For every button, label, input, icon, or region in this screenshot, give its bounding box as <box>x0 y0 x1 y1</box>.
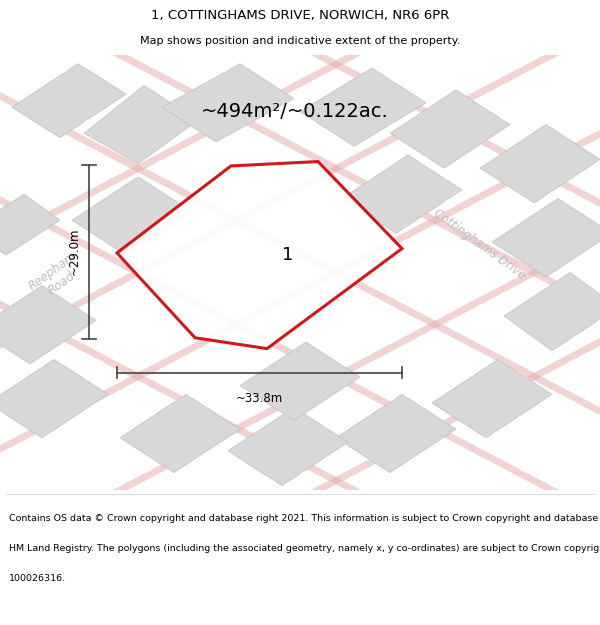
Polygon shape <box>228 408 348 486</box>
Polygon shape <box>12 64 126 138</box>
Polygon shape <box>300 68 426 146</box>
Polygon shape <box>84 86 198 164</box>
Text: Contains OS data © Crown copyright and database right 2021. This information is : Contains OS data © Crown copyright and d… <box>9 514 600 523</box>
Text: 1: 1 <box>283 246 293 264</box>
Polygon shape <box>342 155 462 233</box>
Text: ~29.0m: ~29.0m <box>67 228 80 276</box>
Polygon shape <box>504 272 600 351</box>
Polygon shape <box>492 199 600 277</box>
Polygon shape <box>117 162 402 349</box>
Polygon shape <box>162 64 294 142</box>
Polygon shape <box>480 124 600 203</box>
Text: ~33.8m: ~33.8m <box>236 392 283 405</box>
Polygon shape <box>240 342 360 421</box>
Polygon shape <box>336 394 456 472</box>
Polygon shape <box>432 359 552 438</box>
Text: 1, COTTINGHAMS DRIVE, NORWICH, NR6 6PR: 1, COTTINGHAMS DRIVE, NORWICH, NR6 6PR <box>151 9 449 22</box>
Text: Reepham
Road: Reepham Road <box>26 249 88 305</box>
Polygon shape <box>0 194 60 255</box>
Polygon shape <box>0 286 96 364</box>
Text: 100026316.: 100026316. <box>9 574 66 582</box>
Polygon shape <box>390 90 510 168</box>
Polygon shape <box>0 359 108 438</box>
Text: ~494m²/~0.122ac.: ~494m²/~0.122ac. <box>201 102 389 121</box>
Polygon shape <box>120 394 240 472</box>
Polygon shape <box>72 177 192 255</box>
Text: Cottinghams Drive: Cottinghams Drive <box>431 206 529 282</box>
Text: HM Land Registry. The polygons (including the associated geometry, namely x, y c: HM Land Registry. The polygons (includin… <box>9 544 600 553</box>
Text: Map shows position and indicative extent of the property.: Map shows position and indicative extent… <box>140 36 460 46</box>
